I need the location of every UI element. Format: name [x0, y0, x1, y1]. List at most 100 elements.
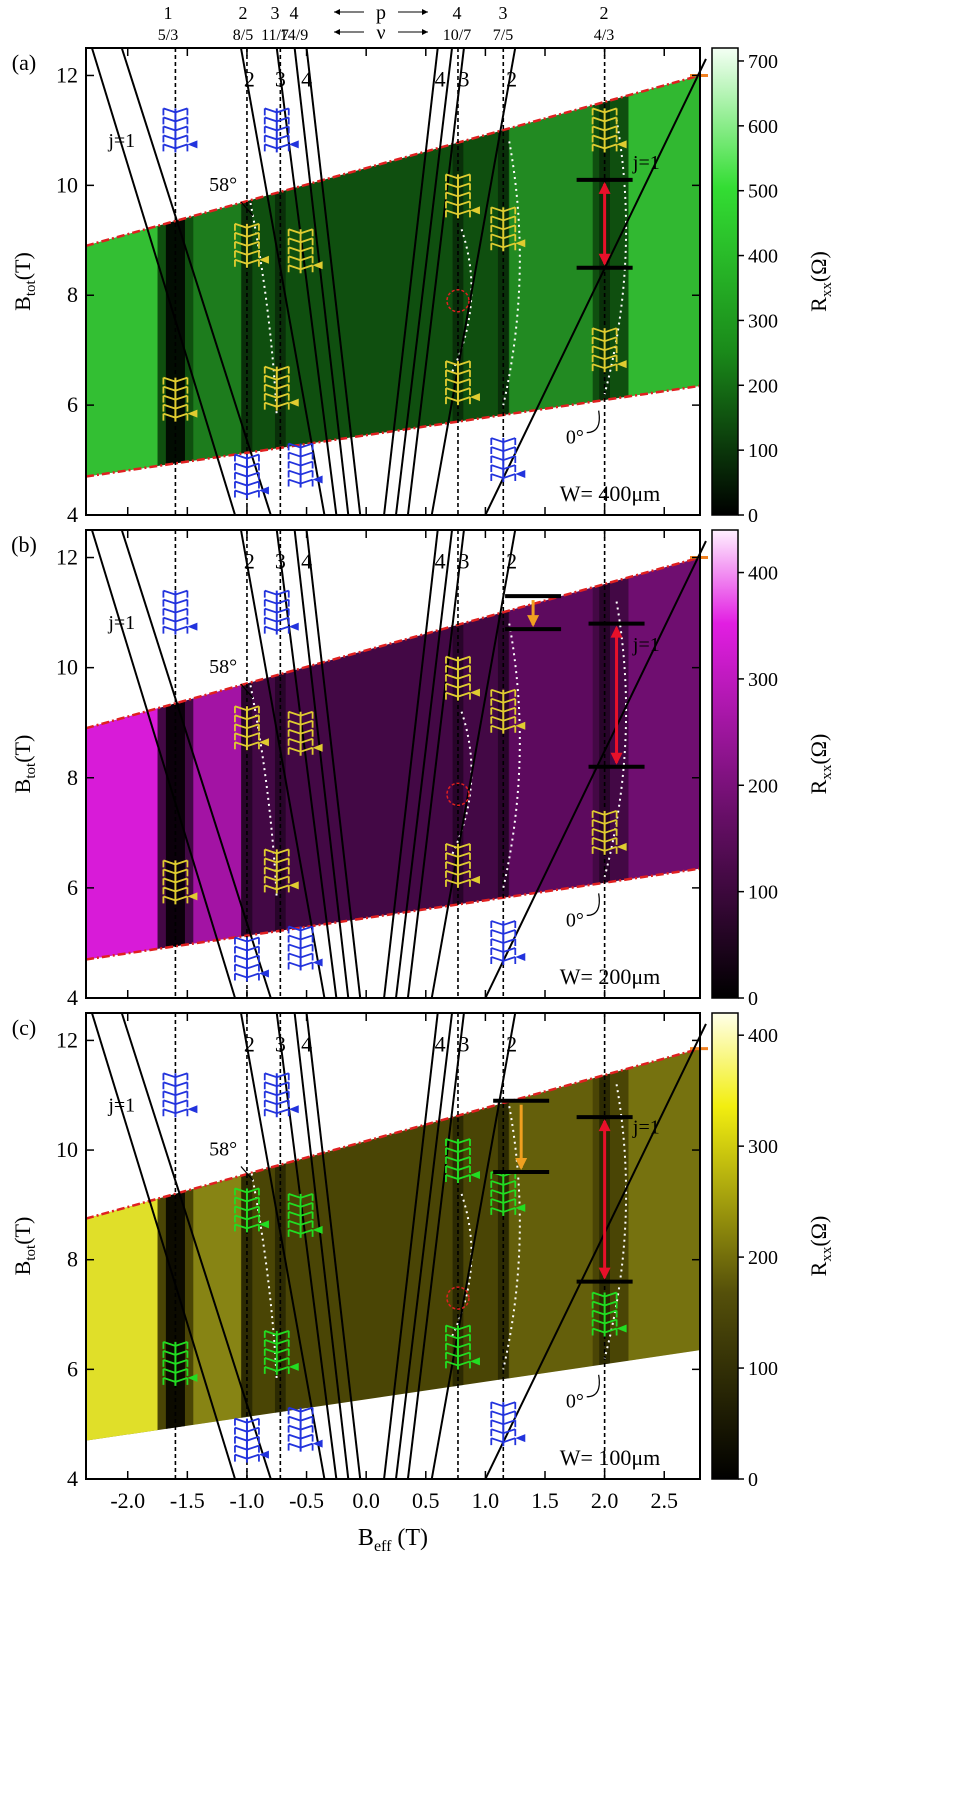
line-label: 3	[458, 1031, 469, 1056]
angle-58-label: 58°	[209, 1139, 237, 1161]
edge-comb-icon	[162, 1341, 198, 1386]
x-tick-label: 1.0	[472, 1488, 500, 1513]
y-tick-label: 4	[67, 1466, 78, 1491]
top-p-label: 3	[499, 3, 508, 23]
y-tick-label: 6	[67, 392, 78, 417]
edge-comb-icon	[490, 1401, 526, 1447]
j-label-left: j=1	[107, 1095, 135, 1117]
landau-level-line	[120, 529, 272, 999]
angle-pointer	[240, 683, 254, 699]
heatmap-dip	[274, 75, 286, 477]
colorbar-tick-label: 200	[748, 375, 778, 397]
landau-level-line	[240, 1012, 326, 1480]
line-label: 4	[435, 549, 446, 574]
edge-comb-icon	[263, 1072, 299, 1118]
heatmap-bright-left	[86, 1048, 158, 1441]
landau-level-line	[275, 529, 338, 999]
heatmap-bright-mid	[193, 557, 241, 960]
gap-arrowhead	[598, 1267, 611, 1280]
highlight-circle	[446, 1286, 470, 1310]
y-tick-label: 8	[67, 1247, 78, 1272]
colorbar-tick-label: 0	[748, 988, 758, 1010]
landau-level-line	[394, 529, 454, 999]
colorbar-tick-label: 300	[748, 669, 778, 691]
white-dotted-trace	[603, 1084, 628, 1359]
top-arrowhead	[334, 9, 340, 15]
colorbar-label: Rxx(Ω)	[806, 734, 835, 795]
panel-label: (c)	[12, 1015, 36, 1040]
colorbar-tick-label: 400	[748, 1025, 778, 1047]
edge-comb-icon	[445, 1138, 480, 1184]
line-label: 4	[301, 1031, 312, 1056]
edge-comb-icon	[287, 442, 323, 488]
x-tick-label: 1.5	[531, 1488, 559, 1513]
heatmap-dip	[452, 75, 464, 477]
edge-comb-icon	[591, 327, 627, 373]
landau-level-line	[91, 529, 236, 999]
y-tick-label: 4	[67, 502, 78, 527]
edge-comb-icon	[445, 843, 480, 888]
colorbar-label: Rxx(Ω)	[806, 251, 835, 312]
landau-level-line	[91, 47, 236, 516]
white-dotted-trace	[502, 1106, 521, 1370]
line-label: 3	[275, 1031, 286, 1056]
y-axis-label: Btot(T)	[10, 735, 39, 794]
colorbar	[711, 1012, 739, 1480]
line-label: 2	[506, 1031, 517, 1056]
landau-level-line	[394, 47, 454, 516]
top-p-label: 4	[453, 3, 462, 23]
edge-comb-icon	[490, 688, 526, 734]
colorbar-tick-label: 400	[748, 246, 778, 268]
landau-level-line	[240, 47, 326, 516]
y-tick-label: 6	[67, 875, 78, 900]
heatmap-bright-left	[86, 75, 158, 477]
line-label: 3	[275, 66, 286, 91]
landau-level-line	[406, 529, 465, 999]
edge-comb-icon	[234, 1417, 269, 1463]
heatmap-bright-mid	[193, 1048, 241, 1441]
x-tick-label: -1.5	[170, 1488, 205, 1513]
y-tick-label: 8	[67, 282, 78, 307]
landau-level-line	[293, 1012, 350, 1480]
gap-arrowhead	[598, 1119, 611, 1132]
j-label-right: j=1	[632, 152, 660, 174]
colorbar-tick-label: 100	[748, 882, 778, 904]
landau-level-line	[484, 1023, 707, 1480]
panel-label: (a)	[12, 50, 36, 75]
edge-comb-icon	[263, 589, 299, 635]
j-label-right: j=1	[632, 1117, 660, 1139]
edge-comb-icon	[162, 1072, 198, 1118]
width-label: W= 100μm	[560, 1445, 661, 1470]
colorbar-tick-label: 0	[748, 1469, 758, 1491]
top-arrowhead	[334, 29, 340, 35]
panel-0: 2 3 4 4 3 2j=1j=158°0°(a)W= 400μm4681012Btot(…	[10, 47, 835, 527]
y-tick-label: 12	[56, 1027, 78, 1052]
x-tick-label: -2.0	[110, 1488, 145, 1513]
panel-label: (b)	[11, 532, 37, 557]
x-tick-label: 0.5	[412, 1488, 440, 1513]
y-tick-label: 10	[56, 1137, 78, 1162]
landau-level-line	[293, 529, 350, 999]
gap-arrowhead	[598, 253, 611, 266]
edge-comb-icon	[490, 1171, 526, 1216]
line-label: 4	[435, 1031, 446, 1056]
top-p-label: 1	[164, 3, 173, 23]
edge-comb-icon	[263, 365, 299, 411]
highlight-circle	[446, 782, 470, 807]
landau-level-line	[383, 529, 439, 999]
colorbar-tick-label: 600	[748, 116, 778, 138]
edge-comb-icon	[287, 1192, 323, 1238]
y-tick-label: 6	[67, 1356, 78, 1381]
colorbar-tick-label: 0	[748, 505, 758, 527]
landau-level-line	[305, 529, 362, 999]
line-label: 4	[301, 66, 312, 91]
panel-1: 2 3 4 4 3 2j=1j=158°0°(b)W= 200μm4681012Btot(…	[10, 529, 835, 1010]
line-label: 2	[506, 549, 517, 574]
landau-level-line	[406, 47, 465, 516]
plot-frame	[85, 529, 701, 999]
angle-58-label: 58°	[209, 656, 237, 678]
top-arrowhead	[422, 9, 428, 15]
angle-0-label: 0°	[566, 1391, 584, 1413]
line-label: 4	[301, 549, 312, 574]
